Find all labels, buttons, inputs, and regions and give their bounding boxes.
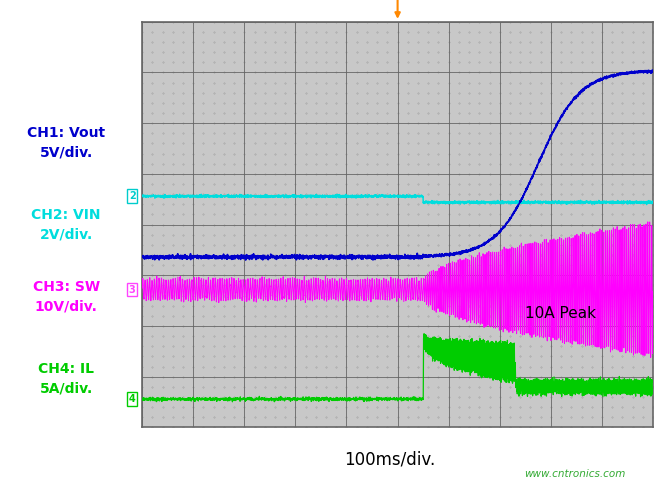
Text: CH1: Vout
5V/div.: CH1: Vout 5V/div. — [27, 126, 105, 159]
Text: 3: 3 — [129, 284, 136, 295]
Text: CH3: SW
10V/div.: CH3: SW 10V/div. — [32, 280, 100, 313]
Text: www.cntronics.com: www.cntronics.com — [524, 469, 626, 479]
Text: 4: 4 — [129, 394, 136, 404]
Text: CH2: VIN
2V/div.: CH2: VIN 2V/div. — [31, 208, 101, 241]
Text: 100ms/div.: 100ms/div. — [344, 451, 436, 469]
Text: 10A Peak: 10A Peak — [525, 306, 596, 321]
Text: CH4: IL
5A/div.: CH4: IL 5A/div. — [38, 362, 94, 396]
Text: 2: 2 — [129, 191, 136, 201]
